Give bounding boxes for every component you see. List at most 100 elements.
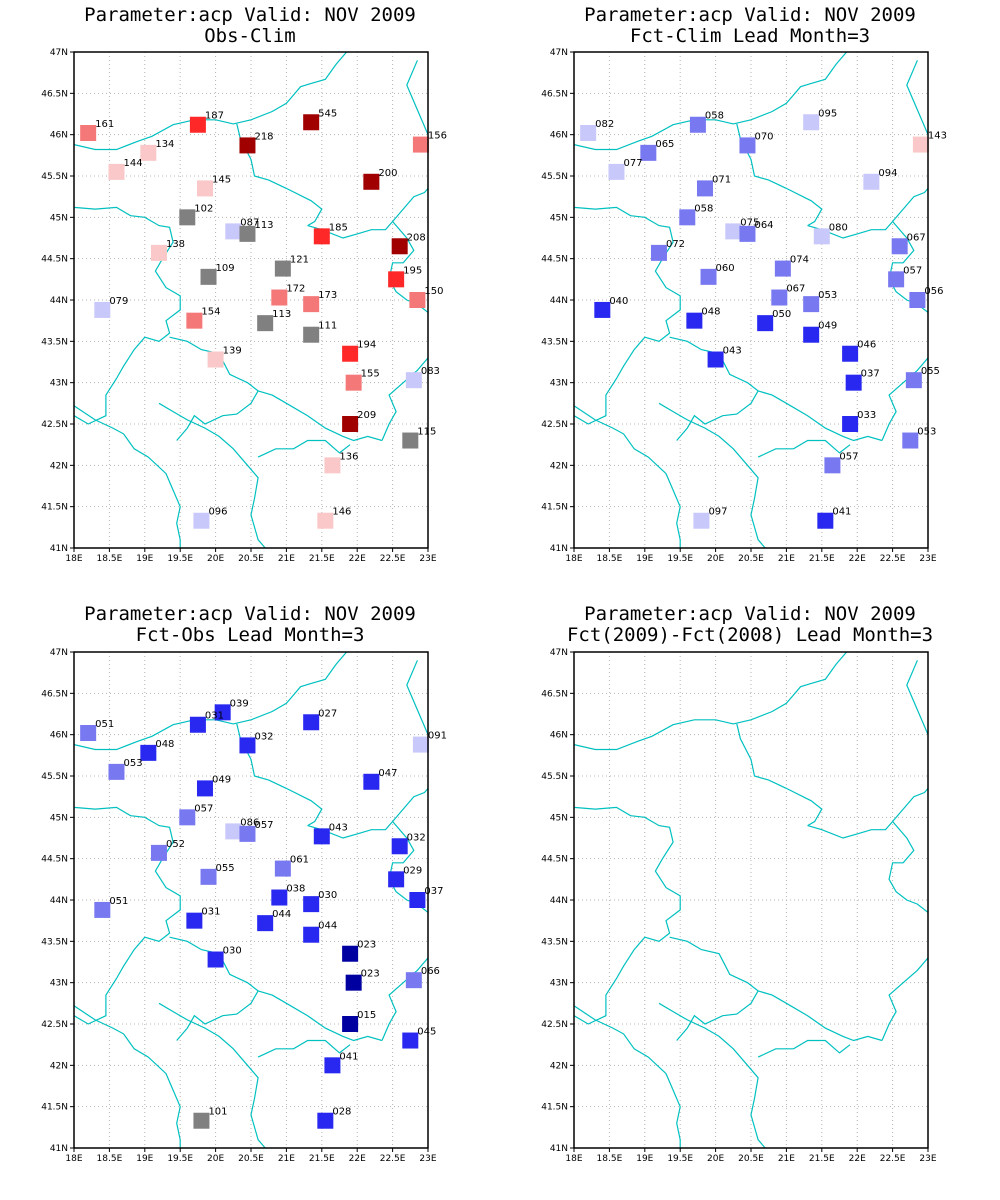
station-value: 156 — [428, 131, 447, 142]
lon-tick-label: 18.5E — [97, 554, 123, 564]
border-line — [757, 390, 883, 442]
station-marker — [693, 512, 710, 529]
axis-labels: 18E 18.5E 19E 19.5E 20E 20.5E 21E 21.5E 22E 22.5E… — [541, 48, 937, 564]
station-value: 049 — [818, 321, 837, 332]
station-value: 102 — [194, 203, 213, 214]
lon-tick-label: 19.5E — [667, 554, 693, 564]
station-marker — [909, 292, 926, 308]
lon-tick-label: 20E — [707, 554, 724, 564]
station-marker — [405, 372, 422, 389]
station-marker — [739, 137, 756, 154]
lat-tick-label: 46N — [50, 131, 68, 141]
lon-tick-label: 21E — [778, 554, 795, 564]
lon-tick-label: 23E — [919, 1154, 936, 1164]
station-value: 061 — [290, 855, 309, 866]
lat-tick-label: 46.5N — [541, 89, 568, 99]
lat-tick-label: 47N — [50, 648, 68, 658]
station-value: 038 — [286, 884, 305, 895]
lat-tick-label: 46N — [550, 131, 568, 141]
station-marker — [257, 315, 274, 332]
station-marker — [580, 125, 597, 142]
station-marker — [803, 326, 820, 343]
station-marker — [388, 871, 405, 888]
border-line — [158, 1002, 266, 1148]
border-line — [757, 439, 851, 458]
station-value: 055 — [216, 863, 235, 874]
station-marker — [739, 225, 756, 242]
station-value: 045 — [417, 1027, 436, 1038]
station-marker — [912, 136, 929, 153]
station-marker — [342, 345, 359, 362]
station-value: 111 — [318, 321, 337, 332]
station-marker — [842, 416, 859, 432]
station-marker — [845, 374, 862, 391]
country-borders — [574, 652, 928, 1148]
border-line — [736, 723, 823, 827]
station-marker — [193, 512, 210, 529]
panel-title-line1: Parameter:acp Valid: NOV 2009 — [584, 4, 916, 26]
border-line — [574, 405, 681, 548]
station-marker — [193, 1112, 210, 1129]
border-line — [658, 1002, 766, 1148]
station-value: 187 — [205, 111, 224, 122]
border-line — [757, 1039, 851, 1058]
border-line — [881, 957, 928, 1041]
lon-tick-label: 18E — [565, 1154, 582, 1164]
panel-title-line1: Parameter:acp Valid: NOV 2009 — [84, 603, 416, 625]
station-value: 047 — [378, 768, 397, 779]
station-value: 070 — [754, 131, 773, 142]
lat-tick-label: 45.5N — [541, 772, 568, 782]
station-value: 086 — [240, 817, 259, 828]
station-value: 139 — [223, 346, 242, 357]
station-value: 218 — [254, 131, 273, 142]
station-value: 136 — [339, 451, 358, 462]
station-marker — [150, 844, 167, 861]
station-value: 067 — [786, 284, 805, 295]
border-line — [158, 402, 266, 548]
station-value: 079 — [109, 296, 128, 307]
station-marker — [324, 457, 341, 474]
station-marker — [271, 889, 288, 906]
lon-tick-label: 18.5E — [597, 554, 623, 564]
lat-tick-label: 43N — [550, 379, 568, 389]
panel-title-line1: Parameter:acp Valid: NOV 2009 — [584, 603, 916, 625]
station-value: 208 — [407, 232, 426, 243]
lon-tick-label: 18E — [65, 1154, 82, 1164]
station-marker — [239, 225, 256, 242]
lon-tick-label: 23E — [419, 554, 436, 564]
lat-tick-label: 46N — [50, 731, 68, 741]
station-marker — [774, 260, 791, 277]
lon-tick-label: 18.5E — [597, 1154, 623, 1164]
station-marker — [313, 828, 330, 845]
lat-tick-label: 41.5N — [41, 503, 68, 513]
station-marker — [700, 268, 717, 285]
lon-tick-label: 21E — [778, 1154, 795, 1164]
station-value: 032 — [407, 832, 426, 843]
station-marker — [405, 972, 422, 989]
border-line — [574, 1005, 681, 1148]
lon-tick-label: 19E — [136, 554, 153, 564]
border-line — [257, 390, 383, 442]
grid-lines — [574, 52, 928, 548]
station-marker — [207, 951, 224, 968]
lat-tick-label: 41N — [50, 1144, 68, 1154]
station-value: 134 — [155, 139, 174, 150]
station-value: 050 — [772, 309, 791, 320]
lon-tick-label: 20.5E — [738, 1154, 764, 1164]
lat-tick-label: 42N — [50, 1061, 68, 1071]
station-value: 052 — [166, 839, 185, 850]
station-marker — [412, 736, 429, 753]
station-value: 173 — [318, 290, 337, 301]
lon-tick-label: 22.5E — [880, 1154, 906, 1164]
lat-tick-label: 45N — [550, 213, 568, 223]
lat-tick-label: 44.5N — [41, 855, 68, 865]
station-value: 043 — [329, 822, 348, 833]
lon-tick-label: 21.5E — [309, 1154, 335, 1164]
station-marker — [179, 809, 196, 826]
lon-tick-label: 22E — [849, 554, 866, 564]
lat-tick-label: 46N — [550, 731, 568, 741]
lon-tick-label: 20E — [707, 1154, 724, 1164]
border-line — [807, 821, 894, 839]
